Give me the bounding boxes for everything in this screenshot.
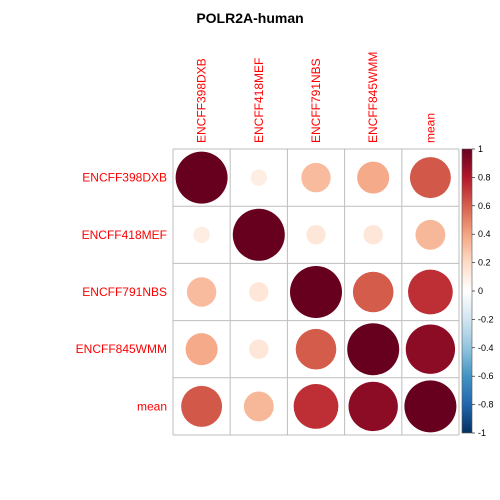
correlation-circle (186, 277, 217, 307)
column-label: ENCFF791NBS (309, 58, 323, 143)
correlation-circle (363, 225, 383, 245)
correlation-circle (249, 282, 269, 302)
colorbar-tick-label: 0.6 (478, 201, 491, 211)
colorbar-tick-label: 0.2 (478, 258, 491, 268)
chart-title: POLR2A-human (196, 10, 303, 26)
correlation-circle (404, 380, 457, 433)
colorbar-tick-label: 0 (478, 286, 483, 296)
correlation-circle (185, 333, 218, 366)
correlation-circle (293, 384, 339, 429)
grid (172, 148, 460, 436)
correlation-circle (348, 381, 398, 432)
colorbar-tick-label: -0.4 (478, 343, 494, 353)
column-label: ENCFF845WMM (366, 52, 380, 143)
row-labels: ENCFF398DXB ENCFF418MEF ENCFF791NBS ENCFF84… (76, 171, 167, 414)
correlation-circle (243, 391, 274, 422)
colorbar-tick-label: 0.4 (478, 229, 491, 239)
correlation-circle (295, 328, 337, 370)
correlation-circle (232, 208, 285, 261)
colorbar-tick-label: 0.8 (478, 172, 491, 182)
column-label: ENCFF398DXB (195, 58, 209, 143)
correlation-circles (175, 151, 457, 433)
correlation-circle (415, 219, 446, 250)
colorbar-gradient (461, 148, 473, 434)
colorbar-tick-label: -0.8 (478, 400, 494, 410)
row-label: ENCFF845WMM (76, 342, 167, 356)
correlation-circle (249, 339, 269, 359)
row-label: ENCFF398DXB (82, 171, 167, 185)
colorbar-tick-label: -1 (478, 428, 486, 438)
correlation-circle (193, 226, 210, 244)
row-label: ENCFF418MEF (82, 228, 167, 242)
correlation-circle (250, 169, 268, 186)
correlation-circle (405, 324, 456, 374)
row-label: ENCFF791NBS (82, 285, 167, 299)
colorbar-tick-label: -0.2 (478, 314, 494, 324)
row-label: mean (137, 399, 167, 413)
colorbar-tick-label: -0.6 (478, 371, 494, 381)
column-label: mean (423, 113, 437, 143)
correlation-circle (408, 269, 453, 315)
correlation-circle (301, 162, 331, 193)
colorbar: 1 0.8 0.6 0.4 0.2 0 -0.2 -0.4 -0.6 -0.8 -1 (461, 144, 494, 438)
correlation-circle (347, 323, 400, 376)
correlation-circle (352, 271, 394, 313)
colorbar-tick-label: 1 (478, 144, 483, 154)
correlation-circle (357, 161, 390, 194)
column-label: ENCFF418MEF (252, 58, 266, 143)
correlation-circle (181, 385, 223, 427)
correlation-circle (175, 151, 228, 204)
correlation-circle (409, 157, 451, 199)
correlation-circle (306, 225, 326, 245)
column-labels: ENCFF398DXB ENCFF418MEF ENCFF791NBS ENCFF84… (195, 52, 438, 143)
correlation-circle (290, 266, 342, 318)
